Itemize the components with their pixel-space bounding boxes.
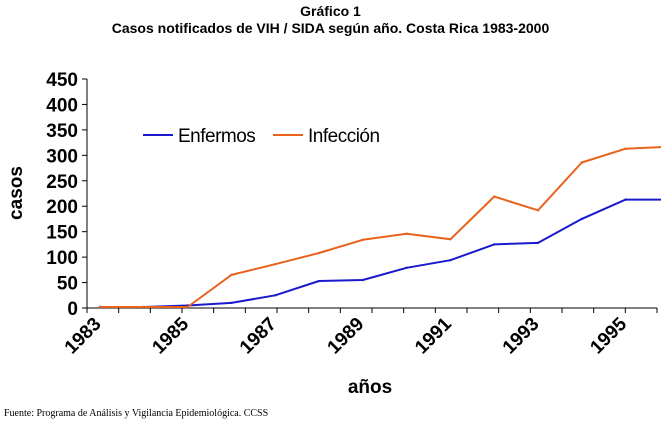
x-tick-label: 1991 (411, 313, 456, 358)
data-point (142, 305, 145, 309)
data-point (317, 279, 321, 283)
data-point (274, 263, 277, 266)
y-tick-label: 0 (67, 299, 78, 320)
data-point (536, 209, 540, 212)
x-axis-label: años (348, 377, 392, 398)
data-point (580, 217, 583, 221)
y-tick-label: 400 (46, 95, 78, 116)
y-tick-label: 350 (46, 121, 78, 142)
data-point (405, 232, 408, 235)
data-point (361, 238, 364, 242)
data-point (361, 278, 364, 282)
data-point (317, 251, 321, 255)
data-point (580, 161, 583, 164)
data-point (274, 294, 277, 297)
y-tick-label: 200 (46, 197, 78, 218)
data-point (493, 243, 496, 246)
data-point (186, 305, 189, 309)
chart-title-line2: Casos notificados de VIH / SIDA según añ… (111, 20, 550, 36)
y-axis-label: casos (6, 166, 27, 220)
x-tick-label: 1983 (61, 314, 106, 359)
data-point (230, 301, 233, 305)
y-tick-label: 100 (46, 248, 78, 269)
series-line-enfermos (100, 198, 661, 308)
y-tick-label: 250 (46, 172, 78, 193)
y-tick-label: 300 (46, 146, 78, 167)
x-tick-label: 1995 (586, 313, 631, 358)
data-point (230, 273, 233, 277)
data-point (624, 147, 627, 150)
x-tick-label: 1985 (148, 313, 193, 358)
series-line-infeccion (100, 146, 661, 308)
legend-label: Infección (308, 126, 380, 147)
data-point (493, 195, 496, 198)
x-tick-label: 1993 (499, 314, 544, 359)
y-tick-label: 150 (46, 223, 78, 244)
source-note: Fuente: Programa de Análisis y Vigilanci… (4, 408, 269, 419)
data-point (449, 258, 452, 262)
data-point (536, 241, 540, 245)
data-point (98, 305, 102, 309)
chart-title-line1: Gráfico 1 (300, 3, 361, 19)
data-point (449, 238, 452, 241)
x-tick-label: 1989 (324, 314, 369, 359)
y-tick-label: 50 (57, 274, 78, 295)
data-point (624, 198, 627, 201)
x-tick-label: 1987 (236, 314, 281, 359)
legend-label: Enfermos (178, 126, 255, 147)
data-point (405, 266, 408, 269)
y-tick-label: 450 (46, 70, 78, 91)
